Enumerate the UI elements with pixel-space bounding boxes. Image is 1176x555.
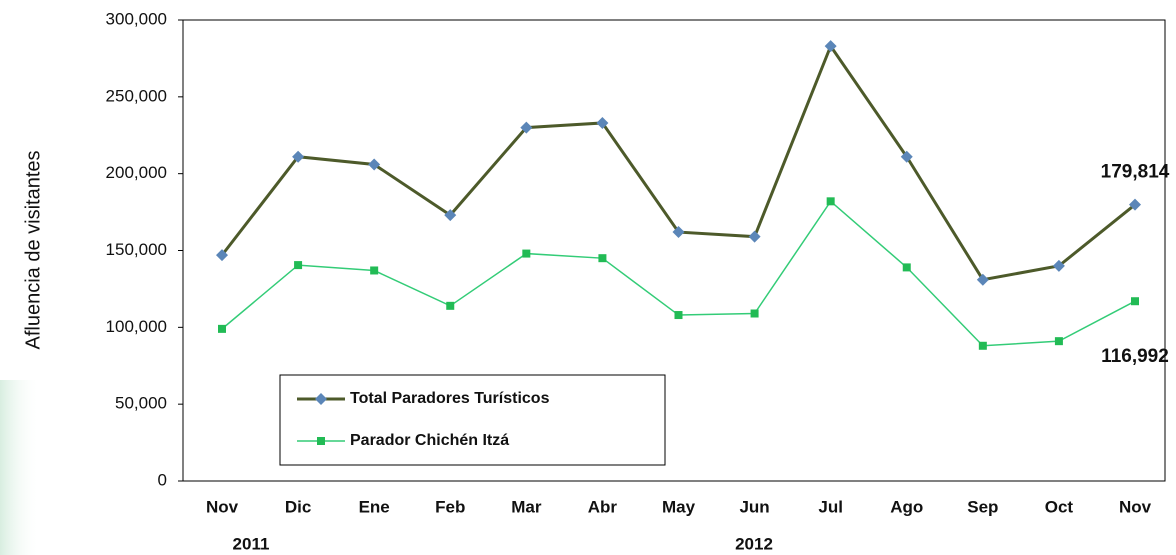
marker bbox=[1054, 337, 1063, 346]
marker bbox=[1131, 297, 1139, 306]
x-tick-label: Sep bbox=[967, 497, 998, 516]
marker bbox=[596, 116, 609, 129]
marker bbox=[522, 249, 531, 258]
data-label: 179,814 bbox=[1101, 162, 1170, 183]
legend-marker bbox=[315, 393, 327, 405]
marker bbox=[520, 121, 533, 134]
x-tick-label: Mar bbox=[511, 497, 542, 516]
marker bbox=[748, 230, 761, 243]
data-label: 116,992 bbox=[1101, 346, 1169, 367]
y-tick-label: 50,000 bbox=[115, 394, 167, 413]
marker bbox=[218, 324, 226, 333]
marker bbox=[370, 266, 379, 275]
marker bbox=[1052, 259, 1065, 272]
marker bbox=[824, 40, 837, 53]
marker bbox=[598, 254, 607, 263]
y-axis-label: Afluencia de visitantes bbox=[22, 150, 44, 349]
marker bbox=[674, 311, 683, 320]
marker bbox=[750, 309, 759, 318]
x-tick-label: Dic bbox=[285, 497, 311, 516]
marker bbox=[902, 263, 911, 272]
marker bbox=[1129, 198, 1141, 211]
marker bbox=[216, 249, 228, 262]
x-tick-label: Jul bbox=[818, 497, 843, 516]
legend-marker bbox=[317, 437, 325, 445]
x-tick-label: Nov bbox=[206, 497, 239, 516]
marker bbox=[900, 150, 913, 163]
legend-box bbox=[279, 374, 666, 466]
decor bbox=[0, 380, 40, 555]
x-tick-label: Oct bbox=[1045, 497, 1074, 516]
x-tick-label: May bbox=[662, 497, 696, 516]
x-tick-label: Ago bbox=[890, 497, 923, 516]
series-line bbox=[221, 200, 1136, 347]
marker bbox=[446, 301, 455, 310]
year-label: 2012 bbox=[735, 534, 773, 553]
marker bbox=[826, 197, 835, 206]
y-tick-label: 250,000 bbox=[106, 86, 167, 105]
marker bbox=[976, 273, 989, 286]
y-tick-label: 0 bbox=[158, 470, 167, 489]
y-tick-label: 150,000 bbox=[106, 240, 167, 259]
legend-label: Total Paradores Turísticos bbox=[350, 390, 550, 407]
y-tick-label: 300,000 bbox=[106, 9, 167, 28]
marker bbox=[368, 158, 381, 171]
marker bbox=[294, 261, 303, 270]
marker bbox=[672, 226, 685, 239]
x-tick-label: Ene bbox=[359, 497, 390, 516]
x-tick-label: Nov bbox=[1119, 497, 1152, 516]
x-tick-label: Abr bbox=[588, 497, 618, 516]
y-tick-label: 100,000 bbox=[106, 317, 167, 336]
y-tick-label: 200,000 bbox=[106, 163, 167, 182]
marker bbox=[444, 209, 457, 222]
x-tick-label: Feb bbox=[435, 497, 465, 516]
marker bbox=[292, 150, 305, 163]
marker bbox=[978, 341, 987, 350]
x-tick-label: Jun bbox=[739, 497, 769, 516]
series-line bbox=[220, 42, 1136, 282]
legend-label: Parador Chichén Itzá bbox=[350, 432, 509, 449]
year-label: 2011 bbox=[233, 534, 270, 553]
